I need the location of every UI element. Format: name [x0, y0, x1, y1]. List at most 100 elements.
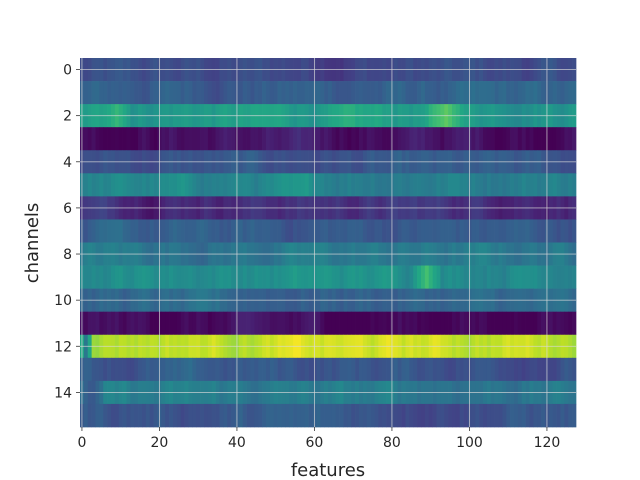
heatmap-cell: [517, 127, 523, 151]
heatmap-cell: [428, 127, 433, 151]
heatmap-cell: [355, 403, 360, 428]
heatmap-cell: [297, 127, 302, 151]
heatmap-cell: [572, 265, 577, 289]
heatmap-cell: [432, 127, 437, 151]
heatmap-cell: [421, 265, 426, 289]
heatmap-cell: [572, 219, 577, 243]
heatmap-cell: [138, 357, 143, 382]
heatmap-cell: [196, 357, 201, 382]
heatmap-cell: [266, 173, 271, 197]
heatmap-cell: [564, 81, 569, 105]
heatmap-cell: [246, 265, 251, 289]
heatmap-cell: [339, 403, 344, 428]
heatmap-cell: [568, 127, 573, 151]
heatmap-cell: [537, 265, 542, 289]
heatmap-cell: [262, 127, 267, 151]
heatmap-cell: [378, 219, 383, 243]
heatmap-cell: [382, 127, 387, 151]
heatmap-cell: [149, 265, 154, 289]
heatmap-cell: [490, 311, 495, 336]
heatmap-cell: [289, 403, 294, 428]
heatmap-cell: [351, 357, 356, 382]
heatmap-cell: [184, 173, 189, 197]
heatmap-cell: [122, 219, 127, 243]
heatmap-cell: [204, 357, 209, 382]
heatmap-cell: [386, 311, 391, 336]
heatmap-cell: [417, 173, 422, 197]
heatmap-cell: [331, 403, 337, 428]
heatmap-cell: [486, 403, 492, 428]
heatmap-cell: [207, 265, 213, 289]
heatmap-cell: [541, 265, 546, 289]
heatmap-cell: [483, 81, 488, 105]
heatmap-cell: [517, 403, 523, 428]
heatmap-cell: [529, 357, 534, 382]
heatmap-cell: [142, 403, 147, 428]
heatmap-cell: [153, 403, 158, 428]
heatmap-cell: [262, 311, 267, 336]
heatmap-cell: [455, 173, 461, 197]
heatmap-cell: [83, 127, 89, 151]
heatmap-cell: [436, 81, 441, 105]
heatmap-cell: [107, 265, 112, 289]
heatmap-cell: [118, 265, 123, 289]
heatmap-cell: [227, 173, 232, 197]
heatmap-cell: [421, 403, 426, 428]
heatmap-cell: [118, 81, 123, 105]
heatmap-cell: [324, 357, 329, 382]
heatmap-cell: [192, 173, 197, 197]
heatmap-cell: [300, 81, 306, 105]
heatmap-cell: [254, 311, 259, 336]
grid-lines: [80, 58, 576, 427]
heatmap-cell: [440, 357, 445, 382]
heatmap-cell: [533, 81, 538, 105]
heatmap-cell: [293, 357, 298, 382]
heatmap-cell: [459, 403, 464, 428]
heatmap-cell: [409, 81, 414, 105]
heatmap-cell: [308, 311, 313, 336]
heatmap-cell: [556, 403, 561, 428]
heatmap-cell: [328, 219, 333, 243]
heatmap-cell: [114, 173, 120, 197]
heatmap-cell: [498, 173, 503, 197]
heatmap-cell: [238, 311, 244, 336]
heatmap-cell: [289, 311, 294, 336]
heatmap-cell: [211, 219, 216, 243]
heatmap-cell: [219, 357, 224, 382]
heatmap-cell: [514, 127, 519, 151]
heatmap-cell: [153, 219, 158, 243]
heatmap-cell: [250, 403, 255, 428]
heatmap-cell: [421, 81, 426, 105]
heatmap-cell: [91, 219, 96, 243]
heatmap-cell: [359, 403, 364, 428]
heatmap-cell: [432, 311, 437, 336]
heatmap-cell: [409, 127, 414, 151]
heatmap-cell: [560, 311, 565, 336]
heatmap-cell: [223, 173, 228, 197]
heatmap-cell: [413, 127, 418, 151]
heatmap-cell: [362, 173, 368, 197]
heatmap-cell: [134, 173, 139, 197]
heatmap-cell: [483, 357, 488, 382]
heatmap-cell: [382, 173, 387, 197]
heatmap-cell: [440, 265, 445, 289]
heatmap-cell: [285, 81, 290, 105]
heatmap-cell: [401, 173, 406, 197]
heatmap-cell: [192, 403, 197, 428]
heatmap-cell: [207, 127, 213, 151]
heatmap-cell: [300, 357, 306, 382]
heatmap-cell: [316, 403, 321, 428]
heatmap-cell: [572, 311, 577, 336]
heatmap-cell: [83, 311, 89, 336]
heatmap-cell: [424, 311, 430, 336]
heatmap-cell: [347, 357, 352, 382]
heatmap-cell: [118, 173, 123, 197]
heatmap-cell: [134, 265, 139, 289]
heatmap-cell: [393, 173, 399, 197]
heatmap-cell: [130, 219, 135, 243]
heatmap-cell: [87, 357, 92, 382]
heatmap-cell: [537, 219, 542, 243]
heatmap-cell: [207, 403, 213, 428]
heatmap-cell: [277, 311, 282, 336]
heatmap-cell: [87, 403, 92, 428]
